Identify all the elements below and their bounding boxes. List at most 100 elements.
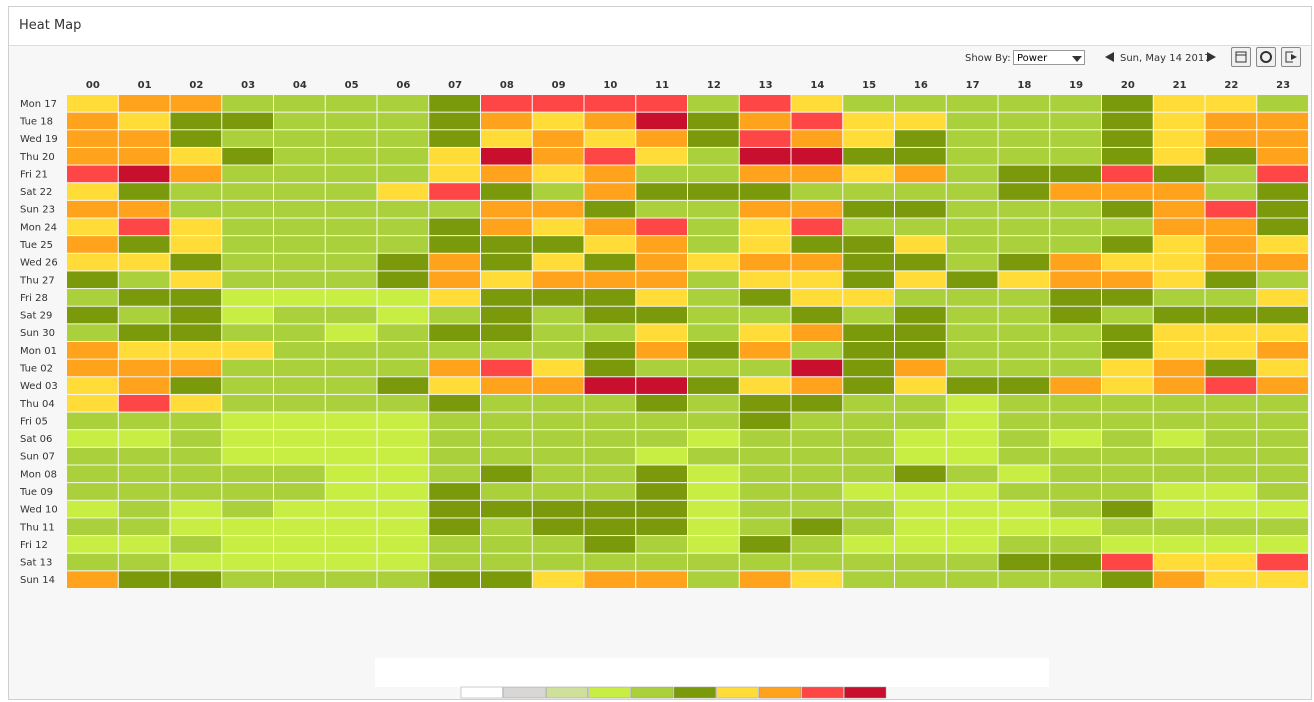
heat-cell bbox=[895, 165, 946, 183]
heat-cell bbox=[636, 483, 687, 500]
heat-cell bbox=[429, 271, 480, 289]
heat-cell bbox=[532, 536, 584, 553]
row-label: Sat 29 bbox=[20, 311, 52, 322]
heat-cell bbox=[1257, 236, 1308, 253]
calendar-button[interactable] bbox=[1231, 47, 1251, 67]
heat-cell bbox=[170, 95, 222, 112]
heat-cell bbox=[1050, 430, 1101, 447]
heat-cell bbox=[1205, 324, 1257, 341]
heat-cell bbox=[377, 571, 429, 588]
heat-cell bbox=[584, 147, 636, 165]
heat-cell bbox=[325, 236, 377, 253]
heat-cell bbox=[1257, 359, 1308, 377]
heat-cell bbox=[739, 200, 791, 218]
heat-cell bbox=[895, 394, 946, 412]
heat-cell bbox=[1102, 253, 1153, 271]
heat-cell bbox=[1050, 271, 1101, 289]
export-button[interactable] bbox=[1281, 47, 1301, 67]
heat-cell bbox=[1102, 324, 1153, 341]
heat-cell bbox=[377, 518, 429, 536]
heat-cell bbox=[1205, 147, 1257, 165]
row-label: Thu 27 bbox=[19, 275, 55, 286]
heat-cell bbox=[584, 394, 636, 412]
heat-cell bbox=[584, 518, 636, 536]
row-label: Sun 23 bbox=[20, 205, 55, 216]
heat-cell bbox=[481, 271, 532, 289]
refresh-button[interactable] bbox=[1256, 47, 1276, 67]
heat-cell bbox=[1257, 306, 1308, 324]
heat-cell bbox=[946, 518, 998, 536]
heat-cell bbox=[118, 324, 170, 341]
heat-cell bbox=[1153, 483, 1205, 500]
heat-cell bbox=[67, 147, 118, 165]
heat-cell bbox=[274, 95, 325, 112]
heat-cell bbox=[1205, 200, 1257, 218]
heat-cell bbox=[998, 130, 1050, 147]
heat-cell bbox=[532, 342, 584, 359]
column-label: 20 bbox=[1121, 80, 1135, 91]
legend-swatch bbox=[545, 686, 589, 699]
heat-cell bbox=[946, 183, 998, 200]
heat-cell bbox=[636, 200, 687, 218]
heat-cell bbox=[739, 253, 791, 271]
heat-cell bbox=[170, 271, 222, 289]
heat-cell bbox=[274, 518, 325, 536]
heat-cell bbox=[222, 147, 273, 165]
next-day[interactable] bbox=[1207, 52, 1216, 62]
heat-cell bbox=[946, 253, 998, 271]
heat-cell bbox=[1205, 236, 1257, 253]
heat-cell bbox=[222, 342, 273, 359]
heat-cell bbox=[325, 447, 377, 465]
heat-cell bbox=[739, 218, 791, 236]
heat-cell bbox=[791, 342, 843, 359]
heat-cell bbox=[170, 130, 222, 147]
heat-cell bbox=[1205, 253, 1257, 271]
heat-cell bbox=[739, 430, 791, 447]
heat-cell bbox=[946, 359, 998, 377]
heat-cell bbox=[170, 147, 222, 165]
heat-cell bbox=[532, 200, 584, 218]
heat-cell bbox=[325, 342, 377, 359]
heat-cell bbox=[584, 500, 636, 518]
icon bbox=[1260, 51, 1272, 63]
heat-cell bbox=[998, 342, 1050, 359]
heat-cell bbox=[636, 412, 687, 430]
heat-cell bbox=[688, 95, 739, 112]
heat-cell bbox=[895, 500, 946, 518]
heat-cell bbox=[1050, 536, 1101, 553]
heat-cell bbox=[67, 500, 118, 518]
heat-cell bbox=[843, 394, 894, 412]
heat-cell bbox=[739, 447, 791, 465]
heat-cell bbox=[325, 200, 377, 218]
heat-cell bbox=[532, 306, 584, 324]
heat-cell bbox=[325, 500, 377, 518]
heat-cell bbox=[1102, 394, 1153, 412]
legend-swatch bbox=[844, 686, 887, 699]
heat-cell bbox=[1050, 394, 1101, 412]
heat-cell bbox=[274, 218, 325, 236]
heat-cell bbox=[584, 200, 636, 218]
header: Heat Map bbox=[9, 7, 1311, 46]
prev-day[interactable] bbox=[1105, 52, 1114, 62]
heat-cell bbox=[481, 165, 532, 183]
show-by-select[interactable]: Power bbox=[1013, 50, 1085, 65]
heat-cell bbox=[274, 465, 325, 483]
heat-cell bbox=[222, 218, 273, 236]
heat-cell bbox=[1153, 571, 1205, 588]
heat-cell bbox=[170, 500, 222, 518]
heat-cell bbox=[791, 430, 843, 447]
heat-cell bbox=[118, 483, 170, 500]
heat-cell bbox=[1205, 342, 1257, 359]
heat-cell bbox=[739, 518, 791, 536]
heat-cell bbox=[274, 236, 325, 253]
heat-cell bbox=[998, 571, 1050, 588]
heat-cell bbox=[584, 183, 636, 200]
heat-cell bbox=[1153, 412, 1205, 430]
heat-cell bbox=[325, 147, 377, 165]
column-label: 03 bbox=[241, 80, 255, 91]
heat-cell bbox=[998, 95, 1050, 112]
heat-cell bbox=[118, 536, 170, 553]
heat-cell bbox=[170, 200, 222, 218]
heat-cell bbox=[170, 447, 222, 465]
heat-cell bbox=[170, 483, 222, 500]
